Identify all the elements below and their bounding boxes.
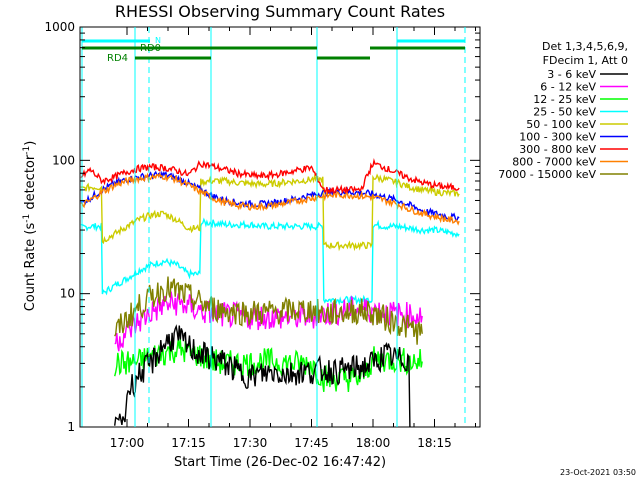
series-line-25-50keV (80, 217, 460, 306)
x-tick-label-0: 17:00 (110, 436, 145, 450)
x-axis-label: Start Time (26-Dec-02 16:47:42) (174, 455, 386, 470)
legend-label-3: 25 - 50 keV (533, 106, 596, 119)
legend-label-6: 300 - 800 keV (519, 143, 596, 156)
legend-label-1: 6 - 12 keV (540, 81, 596, 94)
x-tick-label-2: 17:30 (233, 436, 268, 450)
x-tick-label-3: 17:45 (294, 436, 329, 450)
series-line-12-25keV (114, 339, 423, 392)
x-tick-label-4: 18:00 (356, 436, 391, 450)
x-tick-label-1: 17:15 (171, 436, 206, 450)
y-axis: 1 10 100 1000 (44, 20, 480, 434)
x-axis: 17:00 17:15 17:30 17:45 18:00 18:15 (110, 27, 476, 450)
plot-frame (79, 26, 481, 428)
rd4-label: RD4 (107, 53, 128, 64)
legend-label-7: 800 - 7000 keV (512, 156, 596, 169)
y-axis-label-head: Count Rate (s (23, 223, 38, 312)
attenuator-label: N (155, 36, 161, 45)
legend-header-2: FDecim 1, Att 0 (543, 54, 628, 67)
legend-label-0: 3 - 6 keV (547, 68, 596, 81)
x-tick-label-5: 18:15 (417, 436, 452, 450)
legend-label-4: 50 - 100 keV (526, 118, 596, 131)
series-layer (80, 158, 460, 428)
y-axis-label-sup: -1 (22, 214, 32, 223)
legend-header-1: Det 1,3,4,5,6,9, (542, 40, 628, 53)
y-tick-label-0: 1 (67, 420, 75, 434)
series-line-100-300keV (80, 170, 460, 222)
series-line-3-6keV (114, 324, 411, 428)
legend-label-2: 12 - 25 keV (533, 93, 596, 106)
chart-title: RHESSI Observing Summary Count Rates (115, 2, 445, 21)
legend-label-5: 100 - 300 keV (519, 131, 596, 144)
y-tick-label-3: 1000 (44, 20, 75, 34)
y-axis-label: Count Rate (s-1 detector-1) (22, 141, 38, 312)
y-tick-label-2: 100 (52, 153, 75, 167)
y-axis-label-tail: detector (23, 154, 38, 214)
legend: Det 1,3,4,5,6,9, FDecim 1, Att 0 3 - 6 k… (498, 40, 628, 181)
legend-label-8: 7000 - 15000 keV (498, 168, 596, 181)
series-line-50-100keV (80, 173, 460, 252)
series-line-7000-15000keV (114, 276, 423, 345)
rd0-label: RD0 (140, 43, 161, 54)
y-axis-label-sup2: -1 (22, 146, 32, 155)
y-axis-label-close: ) (23, 141, 38, 146)
series-line-800-7000keV (80, 172, 460, 226)
y-tick-label-1: 10 (60, 287, 75, 301)
series-line-300-800keV (80, 158, 460, 195)
timestamp-stamp: 23-Oct-2021 03:50 (560, 468, 636, 477)
